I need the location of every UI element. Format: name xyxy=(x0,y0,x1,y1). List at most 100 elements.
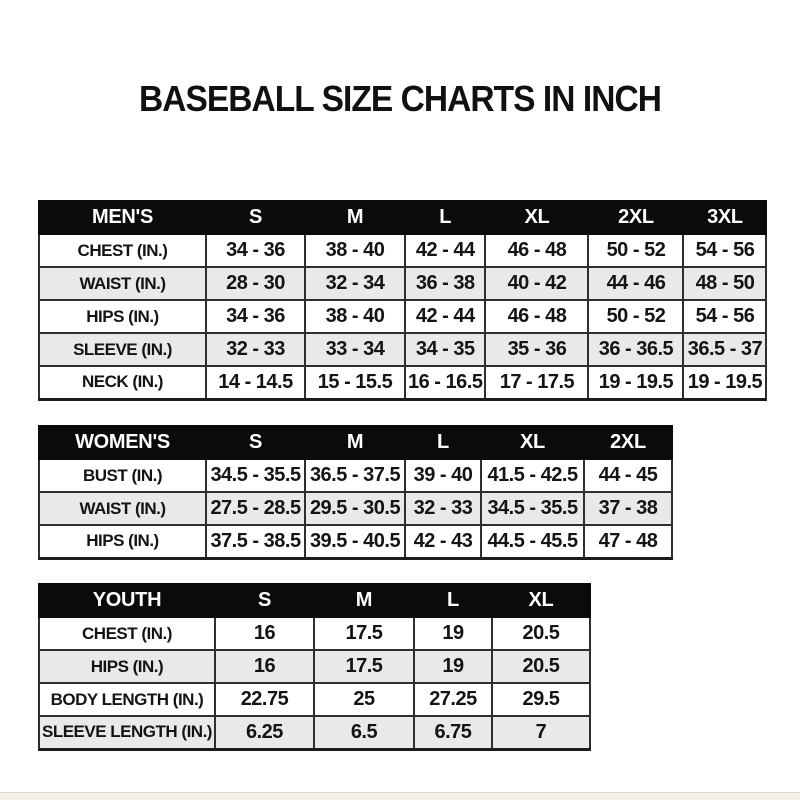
size-value: 54 - 56 xyxy=(682,299,768,334)
size-value: 39 - 40 xyxy=(404,458,482,493)
size-value: 19 - 19.5 xyxy=(587,365,685,400)
size-value: 29.5 - 30.5 xyxy=(304,491,406,526)
size-value: 32 - 33 xyxy=(205,332,306,367)
size-value: 19 - 19.5 xyxy=(682,365,768,400)
table-row: HIPS (IN.) 34 - 36 38 - 40 42 - 44 46 - 48 50… xyxy=(38,299,768,334)
column-header: L xyxy=(404,425,482,460)
size-value: 34 - 36 xyxy=(205,299,306,334)
row-label: CHEST (IN.) xyxy=(38,233,207,268)
size-value: 34 - 35 xyxy=(403,332,487,367)
size-value: 33 - 34 xyxy=(304,332,406,367)
row-label: HIPS (IN.) xyxy=(38,299,207,334)
size-value: 28 - 30 xyxy=(205,266,306,301)
size-value: 44.5 - 45.5 xyxy=(480,524,585,559)
size-value: 41.5 - 42.5 xyxy=(480,458,585,493)
page-title: BASEBALL SIZE CHARTS IN INCH xyxy=(138,78,662,119)
size-value: 36.5 - 37 xyxy=(682,332,768,367)
size-value: 42 - 44 xyxy=(403,233,487,268)
size-value: 47 - 48 xyxy=(583,524,673,559)
table-title-cell: WOMEN'S xyxy=(38,425,207,460)
table-row: SLEEVE LENGTH (IN.) 6.25 6.5 6.75 7 xyxy=(38,715,591,750)
table-row: WAIST (IN.) 27.5 - 28.5 29.5 - 30.5 32 - 33… xyxy=(38,491,673,526)
column-header: M xyxy=(304,425,406,460)
table-row: HIPS (IN.) 37.5 - 38.5 39.5 - 40.5 42 - 43 4… xyxy=(38,524,673,559)
size-value: 29.5 xyxy=(490,682,591,717)
size-value: 37 - 38 xyxy=(583,491,673,526)
size-value: 35 - 36 xyxy=(484,332,590,367)
size-value: 42 - 43 xyxy=(404,524,482,559)
size-value: 7 xyxy=(490,715,591,750)
size-value: 16 xyxy=(213,649,315,684)
row-label: HIPS (IN.) xyxy=(38,649,216,684)
table-title-cell: YOUTH xyxy=(38,583,216,618)
row-label: HIPS (IN.) xyxy=(38,524,207,559)
size-value: 34.5 - 35.5 xyxy=(480,491,585,526)
row-label: CHEST (IN.) xyxy=(38,616,216,651)
size-value: 48 - 50 xyxy=(682,266,768,301)
table-row: NECK (IN.) 14 - 14.5 15 - 15.5 16 - 16.5 17 … xyxy=(38,365,768,400)
column-header: M xyxy=(312,583,415,618)
size-value: 32 - 33 xyxy=(404,491,482,526)
size-value: 44 - 46 xyxy=(587,266,685,301)
column-header: L xyxy=(403,200,487,235)
table-row: CHEST (IN.) 16 17.5 19 20.5 xyxy=(38,616,591,651)
column-header: M xyxy=(304,200,406,235)
size-value: 36 - 38 xyxy=(403,266,487,301)
column-header: XL xyxy=(484,200,590,235)
table-row: HIPS (IN.) 16 17.5 19 20.5 xyxy=(38,649,591,684)
column-header: 2XL xyxy=(587,200,685,235)
size-value: 40 - 42 xyxy=(484,266,590,301)
row-label: BODY LENGTH (IN.) xyxy=(38,682,216,717)
size-value: 17 - 17.5 xyxy=(484,365,590,400)
size-value: 17.5 xyxy=(312,649,415,684)
bottom-strip xyxy=(0,792,800,800)
table-row: BODY LENGTH (IN.) 22.75 25 27.25 29.5 xyxy=(38,682,591,717)
column-header: S xyxy=(205,425,306,460)
size-value: 38 - 40 xyxy=(304,299,406,334)
size-value: 20.5 xyxy=(490,649,591,684)
row-label: SLEEVE (IN.) xyxy=(38,332,207,367)
size-value: 34.5 - 35.5 xyxy=(205,458,306,493)
size-value: 22.75 xyxy=(213,682,315,717)
size-value: 54 - 56 xyxy=(682,233,768,268)
size-value: 6.25 xyxy=(213,715,315,750)
size-value: 34 - 36 xyxy=(205,233,306,268)
header-row: MEN'S S M L XL 2XL 3XL xyxy=(38,200,768,235)
size-value: 25 xyxy=(312,682,415,717)
column-header: S xyxy=(205,200,306,235)
column-header: S xyxy=(213,583,315,618)
column-header: 2XL xyxy=(583,425,673,460)
column-header: L xyxy=(412,583,493,618)
header-row: WOMEN'S S M L XL 2XL xyxy=(38,425,673,460)
size-value: 44 - 45 xyxy=(583,458,673,493)
size-value: 38 - 40 xyxy=(304,233,406,268)
size-value: 39.5 - 40.5 xyxy=(304,524,406,559)
size-value: 42 - 44 xyxy=(403,299,487,334)
size-value: 16 xyxy=(213,616,315,651)
column-header: XL xyxy=(480,425,585,460)
size-value: 14 - 14.5 xyxy=(205,365,306,400)
size-value: 19 xyxy=(412,649,493,684)
row-label: WAIST (IN.) xyxy=(38,491,207,526)
size-value: 20.5 xyxy=(490,616,591,651)
size-value: 32 - 34 xyxy=(304,266,406,301)
size-value: 27.25 xyxy=(412,682,493,717)
size-value: 19 xyxy=(412,616,493,651)
table-row: WAIST (IN.) 28 - 30 32 - 34 36 - 38 40 - 42 4… xyxy=(38,266,768,301)
table-row: BUST (IN.) 34.5 - 35.5 36.5 - 37.5 39 - 40 4… xyxy=(38,458,673,493)
size-value: 46 - 48 xyxy=(484,299,590,334)
size-value: 16 - 16.5 xyxy=(403,365,487,400)
size-value: 15 - 15.5 xyxy=(304,365,406,400)
womens-size-table: WOMEN'S S M L XL 2XL BUST (IN.) 34.5 - 35.5 36.5… xyxy=(38,425,673,560)
size-value: 6.5 xyxy=(312,715,415,750)
table-title-cell: MEN'S xyxy=(38,200,207,235)
row-label: WAIST (IN.) xyxy=(38,266,207,301)
table-row: SLEEVE (IN.) 32 - 33 33 - 34 34 - 35 35 - 36… xyxy=(38,332,768,367)
size-value: 36 - 36.5 xyxy=(587,332,685,367)
row-label: SLEEVE LENGTH (IN.) xyxy=(38,715,216,750)
size-value: 17.5 xyxy=(312,616,415,651)
column-header: 3XL xyxy=(682,200,768,235)
size-value: 50 - 52 xyxy=(587,299,685,334)
size-value: 36.5 - 37.5 xyxy=(304,458,406,493)
